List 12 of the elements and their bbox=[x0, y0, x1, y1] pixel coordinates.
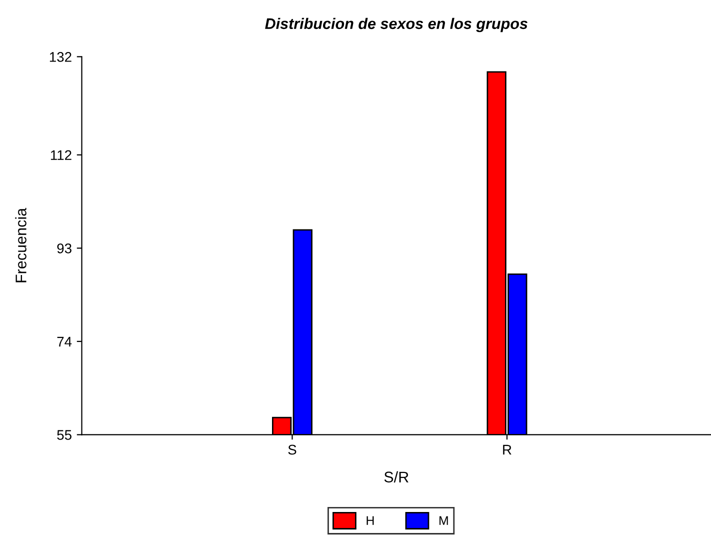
y-axis-title: Frecuencia bbox=[15, 208, 26, 282]
chart-title: Distribucion de sexos en los grupos bbox=[265, 18, 528, 32]
legend-label: M bbox=[440, 516, 448, 525]
y-tick-label: 93 bbox=[57, 243, 72, 254]
x-axis-title: S/R bbox=[384, 471, 408, 482]
y-tick-label: 55 bbox=[57, 430, 72, 440]
y-tick-label: 112 bbox=[50, 150, 72, 160]
y-tick-label: 132 bbox=[50, 52, 72, 62]
legend-label: H bbox=[366, 516, 374, 525]
y-tick-label: 74 bbox=[57, 336, 72, 346]
x-tick-label: R bbox=[503, 444, 512, 454]
x-tick-label: S bbox=[288, 444, 296, 455]
